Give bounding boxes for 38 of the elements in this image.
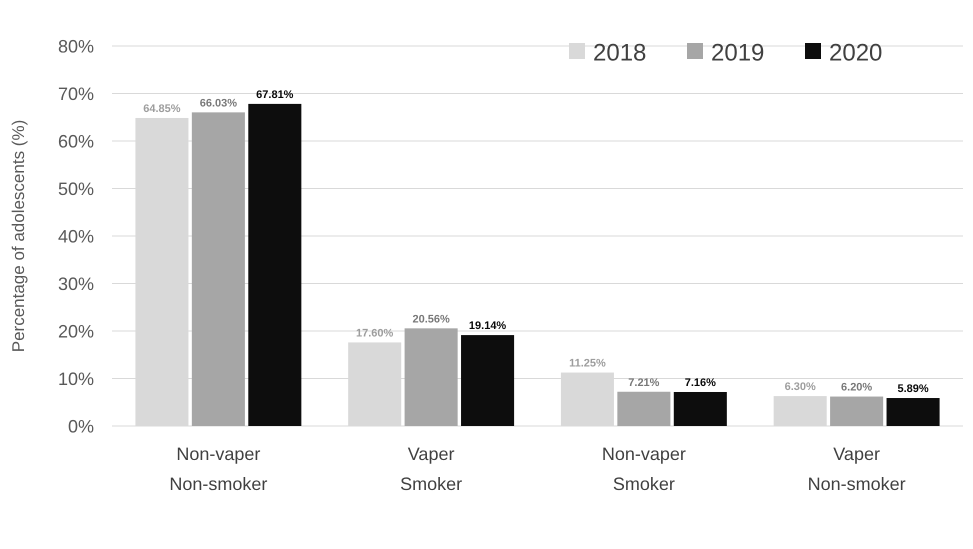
- y-tick-label: 70%: [58, 84, 94, 104]
- bar: [248, 104, 302, 426]
- y-tick-label: 40%: [58, 226, 94, 246]
- data-label: 6.30%: [784, 381, 816, 394]
- x-tick-label: Non-vaper Non-smoker: [169, 444, 268, 494]
- x-tick-label: Vaper Smoker: [400, 444, 462, 494]
- bar: [404, 328, 458, 426]
- bar: [461, 335, 514, 426]
- data-label: 66.03%: [200, 97, 238, 110]
- data-label: 7.16%: [684, 376, 716, 389]
- y-tick-label: 0%: [68, 416, 94, 436]
- x-tick-label: Non-vaper Smoker: [602, 444, 686, 494]
- bar: [674, 392, 727, 426]
- data-label: 17.60%: [356, 327, 394, 340]
- x-tick-label: Vaper Non-smoker: [808, 444, 906, 494]
- data-label: 67.81%: [256, 88, 294, 101]
- bar: [830, 396, 884, 426]
- y-tick-label: 30%: [58, 274, 94, 294]
- data-label: 64.85%: [143, 102, 181, 115]
- data-label: 7.21%: [628, 376, 660, 389]
- y-tick-label: 80%: [58, 36, 94, 56]
- y-tick-label: 60%: [58, 131, 94, 152]
- legend-label: 2018: [593, 39, 646, 66]
- data-label: 19.14%: [468, 320, 506, 332]
- bar: [617, 392, 670, 426]
- y-tick-label: 50%: [58, 178, 94, 199]
- bar: [774, 396, 827, 426]
- y-axis-title: Percentage of adolescents (%): [9, 120, 28, 352]
- data-label: 20.56%: [412, 313, 450, 326]
- legend-label: 2019: [711, 39, 764, 66]
- data-label: 5.89%: [897, 383, 929, 396]
- legend-label: 2020: [829, 39, 882, 66]
- data-label: 6.20%: [841, 382, 872, 394]
- data-label: 11.25%: [569, 358, 606, 370]
- y-tick-label: 10%: [58, 368, 94, 389]
- bar: [192, 112, 245, 426]
- bar: [886, 398, 940, 426]
- y-tick-label: 20%: [58, 321, 94, 342]
